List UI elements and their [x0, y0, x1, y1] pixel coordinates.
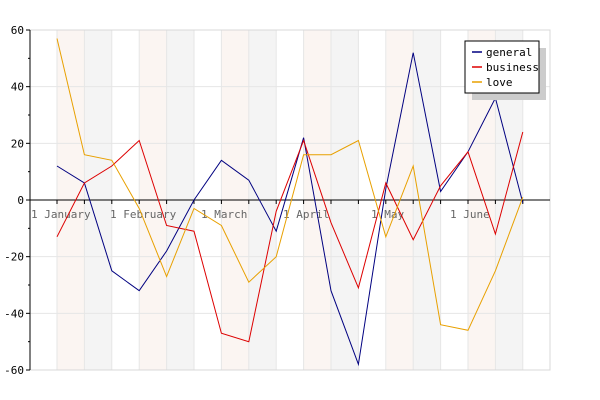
series-line-business	[56, 131, 524, 343]
x-tick-label: 1 February	[110, 208, 177, 221]
y-tick-label: -60	[4, 364, 24, 377]
legend-label-general: general	[486, 46, 532, 59]
axes: 60 40 20 0 -20 -40 -60 1 January 1 February 1 Mar…	[4, 24, 550, 377]
series-line-love	[56, 38, 524, 331]
legend: general business love	[464, 40, 546, 100]
x-tick-label: 1 January	[31, 208, 91, 221]
y-tick-label: 20	[11, 137, 24, 150]
y-tick-label: -40	[4, 307, 24, 320]
legend-label-business: business	[486, 61, 539, 74]
x-tick-label: 1 June	[450, 208, 490, 221]
y-tick-label: 60	[11, 24, 24, 37]
series-lines	[56, 38, 524, 367]
y-tick-label: -20	[4, 251, 24, 264]
y-tick-label: 0	[17, 194, 24, 207]
legend-label-love: love	[486, 76, 513, 89]
series-line-general	[56, 52, 524, 367]
y-tick-label: 40	[11, 81, 24, 94]
x-tick-label: 1 April	[283, 208, 329, 221]
x-tick-label: 1 March	[201, 208, 247, 221]
